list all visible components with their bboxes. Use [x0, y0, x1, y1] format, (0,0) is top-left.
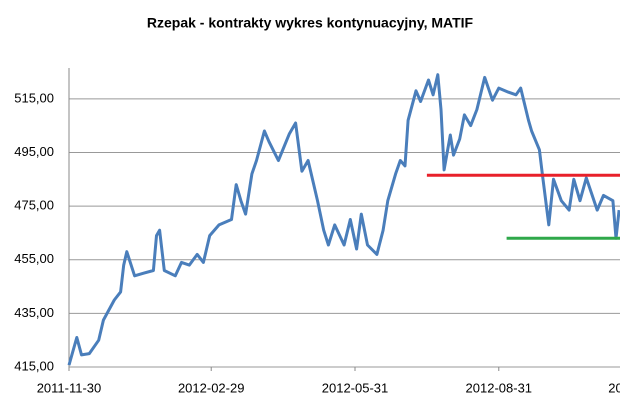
y-tick-label: 455,00 — [14, 251, 54, 266]
y-tick-label: 435,00 — [14, 305, 54, 320]
x-tick-label: 2012-05-31 — [322, 380, 389, 395]
chart-title: Rzepak - kontrakty wykres kontynuacyjny,… — [147, 15, 474, 31]
y-tick-label: 495,00 — [14, 144, 54, 159]
y-tick-label: 515,00 — [14, 90, 54, 105]
price-line — [67, 73, 620, 366]
x-tick-label: 2012-11-30 — [608, 380, 620, 395]
x-tick-label: 2012-08-31 — [466, 380, 533, 395]
x-tick-label: 2012-02-29 — [178, 380, 245, 395]
y-tick-label: 475,00 — [14, 198, 54, 213]
x-tick-label: 2011-11-30 — [37, 380, 102, 395]
y-tick-label: 415,00 — [14, 358, 54, 373]
